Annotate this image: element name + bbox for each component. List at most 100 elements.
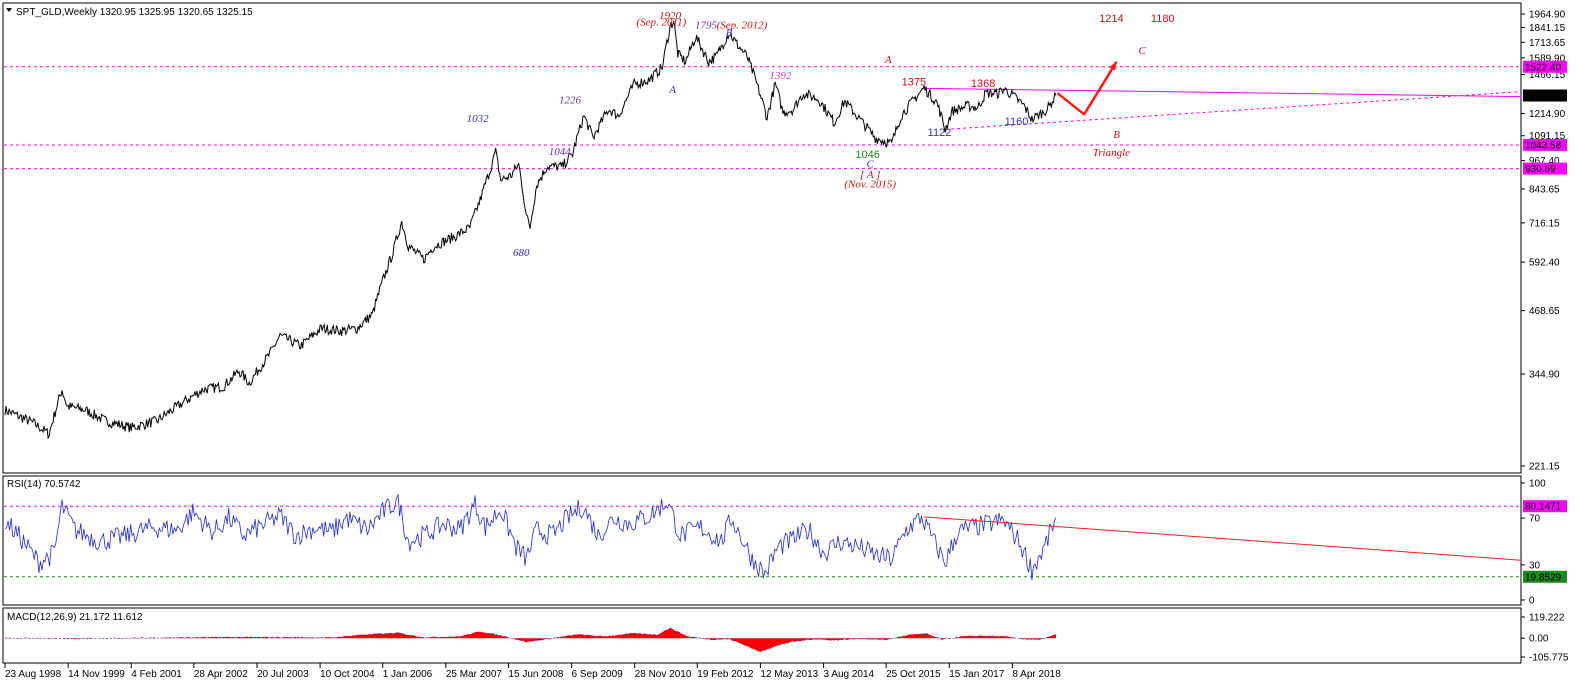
- triangle-lower-line: [945, 91, 1522, 130]
- price-tick-label: 468.65: [1529, 306, 1560, 317]
- rsi-level-tag: [1523, 500, 1567, 513]
- time-tick-label: 6 Sep 2009: [572, 669, 624, 680]
- current-price-label: 1325.15: [1525, 91, 1562, 102]
- rsi-level-label: 80.1471: [1525, 502, 1562, 513]
- rsi-tick-label: 70: [1529, 514, 1541, 525]
- rsi-level-tag: [1523, 570, 1567, 583]
- price-tick-label: 1466.15: [1529, 70, 1566, 81]
- price-level-label: 1043.58: [1525, 140, 1562, 151]
- price-tick-label: 967.40: [1529, 156, 1560, 167]
- price-level-label: 1522.40: [1525, 62, 1562, 73]
- wave-label: C: [1139, 45, 1147, 57]
- time-tick-label: 1 Jan 2006: [383, 669, 433, 680]
- wave-label: A: [884, 54, 892, 66]
- wave-label: 1795: [695, 20, 718, 32]
- time-tick-label: 8 Apr 2018: [1012, 669, 1061, 680]
- wave-label: (Sep. 2012): [717, 20, 768, 32]
- projection-arrowhead-icon: [1109, 61, 1117, 71]
- wave-label: 1180: [1151, 13, 1175, 25]
- rsi-tick-label: 0: [1529, 596, 1535, 607]
- time-tick-label: 28 Nov 2010: [635, 669, 692, 680]
- time-tick-label: 25 Mar 2007: [446, 669, 503, 680]
- price-header: SPT_GLD,Weekly 1320.95 1325.95 1320.65 1…: [16, 7, 253, 18]
- macd-tick-label: 0.00: [1529, 634, 1549, 645]
- time-tick-label: 3 Aug 2014: [824, 669, 875, 680]
- rsi-tick-label: 100: [1529, 479, 1546, 490]
- price-levels-group: 1522.40 1043.58 930.69: [4, 60, 1567, 175]
- chart-menu-triangle-icon[interactable]: [6, 8, 12, 12]
- wave-label: 1122: [928, 127, 952, 139]
- wave-label: 680: [513, 247, 530, 259]
- wave-labels-group: 1920(Sep. 2011) 1795 (Sep. 2012)BA13921226…: [467, 10, 1175, 259]
- macd-header: MACD(12,26,9) 21.172 11.612: [7, 612, 143, 623]
- wave-label: 1392: [769, 70, 792, 82]
- price-tick-label: 1091.15: [1529, 131, 1566, 142]
- price-level-tag: [1523, 60, 1567, 73]
- rsi-header: RSI(14) 70.5742: [7, 479, 81, 490]
- wave-label: [ A ]: [860, 169, 880, 181]
- price-level-tag: [1523, 138, 1567, 151]
- price-tick-label: 221.15: [1529, 462, 1560, 473]
- macd-histogram: [5, 627, 1056, 653]
- rsi-trendline: [924, 516, 1522, 561]
- rsi-tick-label: 30: [1529, 560, 1541, 571]
- triangle-upper-line: [926, 87, 1522, 98]
- price-tick-label: 1964.90: [1529, 10, 1566, 21]
- price-tick-label: 344.90: [1529, 370, 1560, 381]
- price-level-label: 930.69: [1525, 164, 1556, 175]
- wave-label: 1160: [1005, 116, 1029, 128]
- time-tick-label: 20 Jul 2003: [257, 669, 309, 680]
- time-tick-label: 23 Aug 1998: [5, 669, 62, 680]
- wave-label: B: [726, 27, 733, 39]
- time-tick-label: 4 Feb 2001: [131, 669, 182, 680]
- time-tick-label: 25 Oct 2015: [886, 669, 941, 680]
- macd-tick-label: -105.775: [1529, 653, 1569, 664]
- price-tick-label: 716.15: [1529, 218, 1560, 229]
- wave-label: 1046: [855, 149, 879, 161]
- wave-label: Triangle: [1093, 147, 1130, 159]
- wave-label: A: [668, 84, 676, 96]
- rsi-panel[interactable]: [2, 475, 1522, 606]
- wave-label: C: [867, 159, 875, 171]
- time-tick-label: 28 Apr 2002: [194, 669, 248, 680]
- price-axis-group: 1964.90 1841.15 1713.65 1589.90 1466.15 1214.…: [1521, 10, 1566, 473]
- macd-tick-label: 119.222: [1529, 613, 1565, 624]
- wave-label: 1375: [902, 77, 926, 89]
- rsi-line: [4, 493, 1057, 581]
- current-price-tag: [1523, 89, 1567, 102]
- rsi-level-label: 19.8529: [1525, 572, 1562, 583]
- price-tick-label: 843.65: [1529, 184, 1560, 195]
- price-series-group: 1325.15: [4, 20, 1567, 440]
- time-axis-group: 23 Aug 1998 14 Nov 1999 4 Feb 2001 28 Apr 2…: [4, 663, 1061, 680]
- price-tick-label: 1713.65: [1529, 38, 1566, 49]
- rsi-series-group: 100 70 30 0 80.1471 19.8529: [4, 479, 1567, 607]
- wave-label: 1032: [467, 113, 490, 125]
- wave-label: 1226: [559, 94, 582, 106]
- price-tick-label: 1841.15: [1529, 23, 1566, 34]
- time-tick-label: 14 Nov 1999: [68, 669, 125, 680]
- time-tick-label: 12 May 2013: [760, 669, 818, 680]
- wave-label: 1920: [659, 10, 682, 22]
- time-tick-label: 15 Jan 2017: [949, 669, 1004, 680]
- wave-label: 1044: [549, 146, 572, 158]
- wave-label: 1368: [971, 78, 995, 90]
- price-tick-label: 1589.90: [1529, 53, 1566, 64]
- price-tick-label: 592.40: [1529, 258, 1560, 269]
- macd-series-group: 119.222 0.00 -105.775: [5, 613, 1569, 664]
- price-panel[interactable]: [2, 2, 1522, 474]
- price-tick-label: 1214.90: [1529, 109, 1566, 120]
- time-tick-label: 15 Jun 2008: [508, 669, 563, 680]
- time-tick-label: 19 Feb 2012: [697, 669, 754, 680]
- wave-label: (Sep. 2011): [636, 17, 686, 29]
- gold-price-line: [4, 20, 1057, 440]
- wave-label: B: [1113, 129, 1120, 141]
- wave-label: 1214: [1099, 13, 1123, 25]
- macd-panel[interactable]: [2, 607, 1522, 664]
- macd-signal-line: [5, 629, 1057, 650]
- time-tick-label: 10 Oct 2004: [320, 669, 375, 680]
- price-level-tag: [1523, 162, 1567, 175]
- projection-path: [1056, 61, 1118, 116]
- wave-label: (Nov. 2015): [844, 178, 896, 190]
